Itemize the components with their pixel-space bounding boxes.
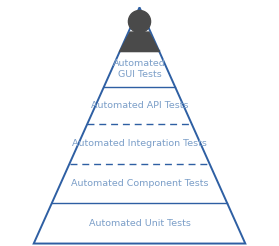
Polygon shape [34, 7, 245, 244]
Text: Automated Component Tests: Automated Component Tests [71, 179, 208, 188]
Text: Automated
GUI Tests: Automated GUI Tests [113, 59, 166, 79]
Circle shape [128, 10, 151, 32]
Text: Automated Integration Tests: Automated Integration Tests [72, 139, 207, 148]
Text: Automated API Tests: Automated API Tests [91, 101, 188, 110]
Text: Automated Unit Tests: Automated Unit Tests [88, 219, 191, 228]
Polygon shape [119, 31, 160, 52]
